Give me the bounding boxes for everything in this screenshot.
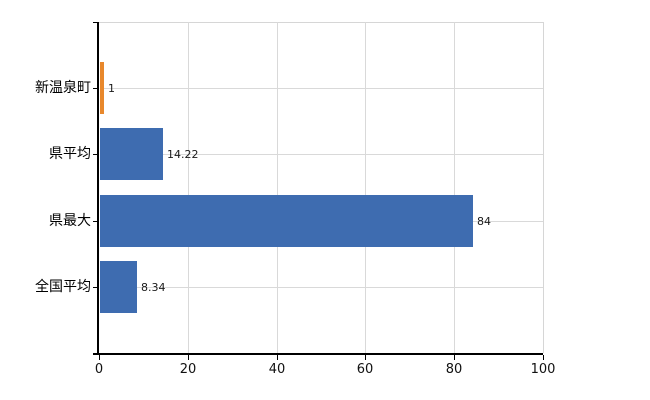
bar-value-label: 84 <box>477 215 491 228</box>
x-axis <box>93 353 543 355</box>
y-gridline <box>100 154 543 155</box>
bar-4 <box>100 261 137 313</box>
y-axis-tick <box>93 88 99 89</box>
x-axis-tick <box>277 355 278 360</box>
x-tick-label: 80 <box>445 362 463 377</box>
y-gridline <box>100 88 543 89</box>
category-label: 県最大 <box>49 213 91 229</box>
x-tick-label: 60 <box>356 362 374 377</box>
y-axis-tick <box>93 221 99 222</box>
y-axis <box>97 22 99 354</box>
category-label: 県平均 <box>49 146 91 162</box>
plot-border-right <box>543 22 544 353</box>
bar-3 <box>100 195 473 247</box>
category-label: 新温泉町 <box>35 80 91 96</box>
bar-1 <box>100 62 104 114</box>
x-axis-tick <box>365 355 366 360</box>
x-tick-label: 0 <box>94 362 104 377</box>
x-axis-tick <box>99 355 100 360</box>
y-axis-end-tick <box>93 22 99 23</box>
bar-value-label: 8.34 <box>141 281 166 294</box>
x-tick-label: 100 <box>530 362 556 377</box>
x-gridline <box>188 22 189 353</box>
x-gridline <box>454 22 455 353</box>
category-label: 全国平均 <box>35 279 91 295</box>
x-axis-tick <box>543 355 544 360</box>
bar-value-label: 14.22 <box>167 148 199 161</box>
y-gridline <box>100 287 543 288</box>
x-gridline <box>365 22 366 353</box>
x-axis-tick <box>188 355 189 360</box>
plot-border-top <box>99 22 543 23</box>
x-tick-label: 20 <box>179 362 197 377</box>
bar-value-label: 1 <box>108 82 115 95</box>
bar-2 <box>100 128 163 180</box>
y-axis-tick <box>93 154 99 155</box>
x-tick-label: 40 <box>268 362 286 377</box>
y-axis-tick <box>93 287 99 288</box>
x-axis-tick <box>454 355 455 360</box>
x-gridline <box>277 22 278 353</box>
